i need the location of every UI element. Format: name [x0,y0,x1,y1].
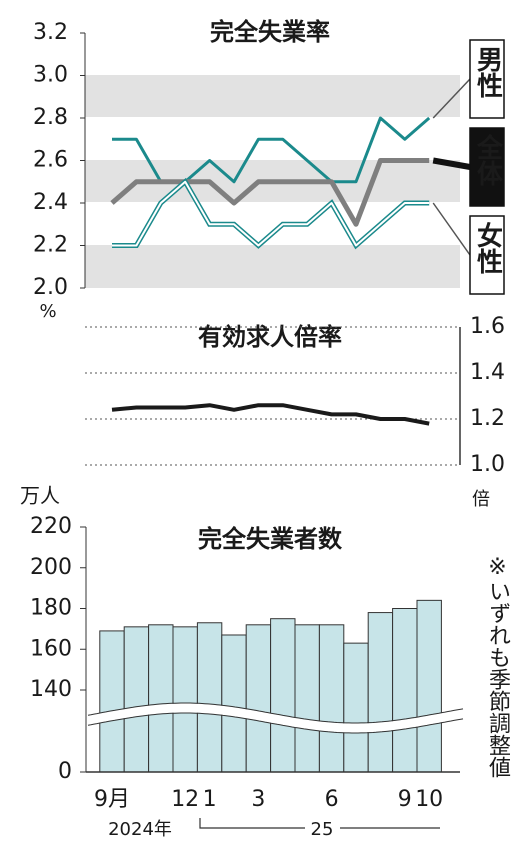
y-tick-label: 160 [30,636,72,661]
bar [318,624,345,773]
legend-label: 全体 [473,133,504,186]
line [112,180,430,247]
axis-break [87,703,464,733]
y-tick-label: 2.4 [33,190,68,215]
y-tick-label: 1.4 [470,360,505,385]
chart-title: 完全失業者数 [198,525,343,553]
bar [99,630,125,773]
x-tick-label: 12 [171,787,199,812]
chart-title: 有効求人倍率 [198,323,342,351]
y-unit: 倍 [472,489,490,510]
bar [148,624,174,773]
legend-box [469,215,505,295]
y-unit: 万人 [20,484,60,508]
y-tick-label: 3.2 [33,20,68,45]
bar [196,622,223,773]
x-tick-label: 10 [415,787,443,812]
y-tick-label: 0 [58,759,72,784]
y-tick-label: 3.0 [33,63,68,88]
bar [392,608,418,773]
band [85,75,460,117]
note: ※いずれも季節調整値 [485,555,511,778]
bar [270,618,296,773]
year-bracket [199,818,440,829]
band [85,245,460,288]
bar [343,642,369,773]
axis-break [87,712,464,734]
legend-box [469,39,505,119]
y-tick-label: 1.2 [470,406,505,431]
x-tick-label: 1 [203,787,217,812]
year-label: 2024年 [108,819,172,840]
x-tick-label: 9月 [94,787,130,812]
bar [172,626,198,773]
y-tick-label: 2.8 [33,105,68,130]
y-unit: % [39,301,56,322]
legend-box [469,127,505,207]
chart-title: 完全失業率 [210,18,330,46]
line [111,403,430,426]
y-tick-label: 140 [30,677,72,702]
year-label: 25 [311,819,334,840]
bar [245,624,272,773]
legend-label: 男性 [473,46,503,98]
y-tick-label: 2.0 [33,275,68,300]
y-tick-label: 2.2 [33,233,68,258]
leader [432,157,471,170]
y-tick-label: 200 [30,555,72,580]
bar [123,626,150,773]
y-tick-label: 220 [30,514,72,539]
axis-break [87,702,464,724]
x-tick-label: 9 [398,787,412,812]
y-tick-label: 1.6 [470,314,505,339]
line [110,158,430,227]
bar [367,612,394,773]
y-tick-label: 1.0 [470,452,505,477]
legend-label: 女性 [473,221,503,274]
leader [432,202,471,256]
leader [432,78,471,119]
bar [294,624,320,773]
y-tick-label: 2.6 [33,148,68,173]
bar [416,599,442,773]
y-tick-label: 180 [30,596,72,621]
x-tick-label: 3 [251,787,265,812]
bar [221,634,247,773]
x-tick-label: 6 [325,787,339,812]
